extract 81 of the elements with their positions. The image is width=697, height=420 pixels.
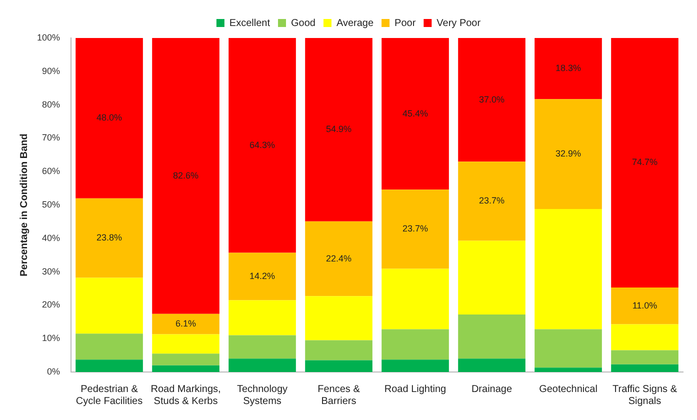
x-tick-label: Pedestrian & Cycle Facilities [76,384,143,407]
x-tick-label: Geotechnical [539,384,598,395]
bar [611,38,678,288]
bar [228,38,296,253]
bar [228,300,296,336]
legend-label: Average [336,18,374,29]
bar [228,358,296,372]
bar [152,334,220,354]
bar [458,240,526,315]
bar [382,329,449,360]
y-tick-label: 10% [42,333,60,344]
y-tick-label: 0% [47,366,60,376]
bar [382,190,449,269]
bar [228,335,296,359]
bar [458,358,526,372]
data-label: 45.4% [402,108,428,118]
bar [305,221,372,296]
bar [534,329,602,368]
bar [76,334,143,360]
bar [305,38,372,222]
data-label: 54.9% [326,124,352,134]
bar [458,162,526,241]
bar [458,314,526,359]
bar [611,324,678,350]
data-label: 18.3% [555,63,582,74]
bar [382,38,449,190]
bar [382,360,449,372]
legend-label: Very Poor [436,18,482,29]
y-tick-label: 40% [42,232,60,243]
bar [76,38,143,198]
data-label: 37.0% [478,94,505,104]
bar [534,99,602,210]
x-tick-label: Technology Systems [236,384,288,407]
y-tick-label: 50% [42,199,60,210]
bar [228,252,296,300]
data-label: 23.7% [402,224,428,234]
bar [152,354,220,366]
bar [76,360,143,372]
y-axis-title: Percentage in Condition Band [18,134,30,276]
y-tick-label: 80% [42,99,60,110]
bar [152,314,220,334]
bar [611,350,678,364]
y-tick-label: 100% [36,32,60,42]
legend-label: Poor [394,18,416,29]
legend-label: Excellent [229,18,270,29]
bar [305,340,372,360]
x-tick-label: Drainage [471,384,512,395]
x-tick-label: Fences & Barriers [318,384,360,407]
bar [76,198,143,278]
bar [534,368,602,372]
y-tick-label: 90% [42,66,60,76]
data-label: 64.3% [249,140,276,150]
bar [382,268,449,330]
y-tick-label: 70% [42,132,60,143]
bar [611,364,678,372]
y-tick-label: 30% [42,266,60,276]
data-label: 11.0% [632,300,658,310]
bar [611,288,678,324]
bar [458,38,526,162]
x-tick-label: Road Markings, Studs & Kerbs [150,384,221,407]
bar [534,38,602,100]
data-label: 23.7% [478,196,505,206]
bar [152,38,220,314]
y-tick-label: 60% [42,166,60,176]
data-label: 74.7% [632,157,658,168]
bar [76,278,143,334]
data-label: 22.4% [326,253,352,264]
bar [152,365,220,372]
data-label: 48.0% [96,112,122,123]
bar [305,360,372,372]
data-label: 32.9% [555,148,582,159]
x-tick-label: Traffic Signs & Signals [612,384,678,407]
bar [534,209,602,330]
y-tick-label: 20% [42,300,60,310]
data-label: 82.6% [173,170,199,180]
data-label: 6.1% [176,318,196,329]
legend-label: Good [291,18,316,29]
x-tick-label: Road Lighting [384,384,446,395]
data-label: 14.2% [249,270,276,281]
bar [305,296,372,340]
data-label: 23.8% [96,232,122,243]
